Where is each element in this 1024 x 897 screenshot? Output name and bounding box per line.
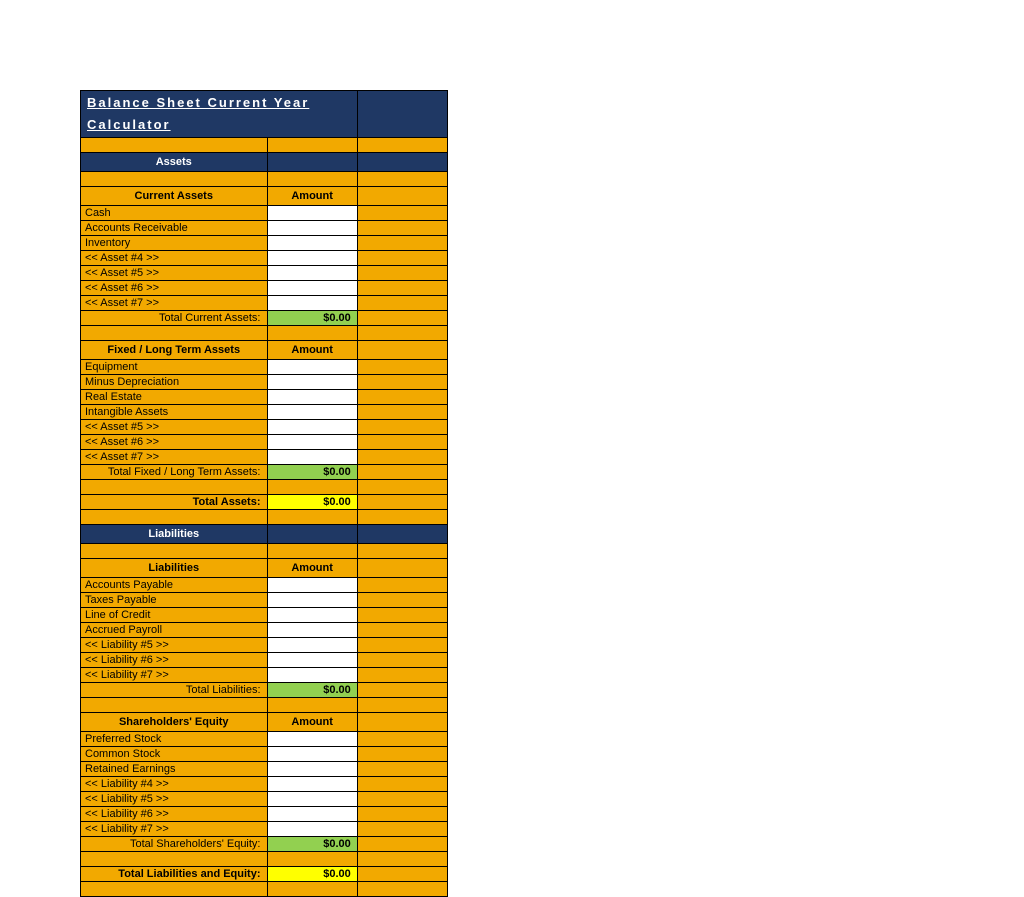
amount-input[interactable] [267, 638, 357, 653]
row-label: Minus Depreciation [81, 375, 268, 390]
group-header-equity: Shareholders' Equity Amount [81, 713, 448, 732]
row-label: << Asset #5 >> [81, 420, 268, 435]
row-label: Common Stock [81, 747, 268, 762]
amount-input[interactable] [267, 608, 357, 623]
row-label: Intangible Assets [81, 405, 268, 420]
row-label: << Liability #4 >> [81, 777, 268, 792]
amount-input[interactable] [267, 593, 357, 608]
row-label: << Liability #5 >> [81, 638, 268, 653]
row-label: << Asset #5 >> [81, 266, 268, 281]
sheet-title: Balance Sheet Current Year Calculator [81, 91, 358, 138]
section-header-liabilities: Liabilities [81, 525, 448, 544]
amount-input[interactable] [267, 762, 357, 777]
title-row: Balance Sheet Current Year Calculator [81, 91, 448, 138]
section-header-assets: Assets [81, 153, 448, 172]
row-label: << Liability #7 >> [81, 822, 268, 837]
amount-input[interactable] [267, 281, 357, 296]
group-header-current-assets: Current Assets Amount [81, 187, 448, 206]
amount-input[interactable] [267, 206, 357, 221]
amount-input[interactable] [267, 375, 357, 390]
section-header-label: Liabilities [81, 525, 268, 544]
amount-input[interactable] [267, 822, 357, 837]
amount-input[interactable] [267, 668, 357, 683]
amount-input[interactable] [267, 450, 357, 465]
subtotal-current-assets: Total Current Assets: $0.00 [81, 311, 448, 326]
amount-input[interactable] [267, 296, 357, 311]
row-label: << Asset #6 >> [81, 435, 268, 450]
amount-input[interactable] [267, 747, 357, 762]
title-spacer [357, 91, 447, 138]
row-label: Equipment [81, 360, 268, 375]
total-liabilities-equity: Total Liabilities and Equity: $0.00 [81, 867, 448, 882]
total-assets: Total Assets: $0.00 [81, 495, 448, 510]
amount-input[interactable] [267, 653, 357, 668]
amount-input[interactable] [267, 732, 357, 747]
row-label: << Asset #4 >> [81, 251, 268, 266]
row-label: Real Estate [81, 390, 268, 405]
amount-input[interactable] [267, 390, 357, 405]
row-label: << Liability #6 >> [81, 807, 268, 822]
row-label: Inventory [81, 236, 268, 251]
row-label: << Asset #7 >> [81, 450, 268, 465]
row-label: Taxes Payable [81, 593, 268, 608]
balance-sheet-table: Balance Sheet Current Year Calculator As… [80, 90, 448, 897]
subtotal-liabilities: Total Liabilities: $0.00 [81, 683, 448, 698]
amount-input[interactable] [267, 578, 357, 593]
amount-input[interactable] [267, 266, 357, 281]
row-label: << Asset #6 >> [81, 281, 268, 296]
amount-input[interactable] [267, 420, 357, 435]
row-label: << Liability #7 >> [81, 668, 268, 683]
row-label: Line of Credit [81, 608, 268, 623]
amount-input[interactable] [267, 623, 357, 638]
amount-input[interactable] [267, 251, 357, 266]
row-label: Retained Earnings [81, 762, 268, 777]
group-header-liabilities: Liabilities Amount [81, 559, 448, 578]
amount-input[interactable] [267, 405, 357, 420]
row-label: Preferred Stock [81, 732, 268, 747]
amount-input[interactable] [267, 792, 357, 807]
row-label: Cash [81, 206, 268, 221]
row-label: << Liability #5 >> [81, 792, 268, 807]
amount-input[interactable] [267, 221, 357, 236]
row-label: Accrued Payroll [81, 623, 268, 638]
row-label: << Liability #6 >> [81, 653, 268, 668]
section-header-label: Assets [81, 153, 268, 172]
row-label: Accounts Payable [81, 578, 268, 593]
subtotal-fixed-assets: Total Fixed / Long Term Assets: $0.00 [81, 465, 448, 480]
amount-input[interactable] [267, 236, 357, 251]
amount-input[interactable] [267, 777, 357, 792]
group-header-fixed-assets: Fixed / Long Term Assets Amount [81, 341, 448, 360]
row-label: Accounts Receivable [81, 221, 268, 236]
amount-input[interactable] [267, 807, 357, 822]
row-label: << Asset #7 >> [81, 296, 268, 311]
amount-input[interactable] [267, 435, 357, 450]
amount-input[interactable] [267, 360, 357, 375]
subtotal-equity: Total Shareholders' Equity: $0.00 [81, 837, 448, 852]
